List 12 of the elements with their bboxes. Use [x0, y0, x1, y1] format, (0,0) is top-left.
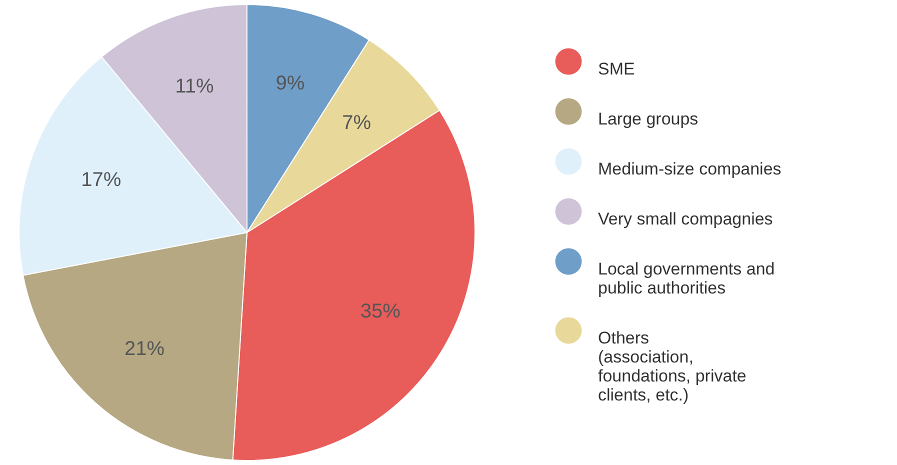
data-label: 9% [276, 72, 305, 95]
data-label: 35% [360, 300, 401, 322]
legend-label: Large groups [598, 110, 698, 128]
data-label: 17% [81, 169, 122, 192]
legend-label: Medium-size companies [598, 160, 782, 178]
data-label: 7% [342, 112, 372, 134]
data-label: 11% [175, 76, 214, 98]
legend-label: Very small compagnies [598, 210, 773, 228]
legend-label: Local governments and public authorities [598, 260, 775, 298]
legend-label: Others (association, foundations, private clients, etc.) [598, 328, 746, 404]
legend-label: SME [598, 60, 635, 78]
data-label: 21% [124, 338, 165, 360]
